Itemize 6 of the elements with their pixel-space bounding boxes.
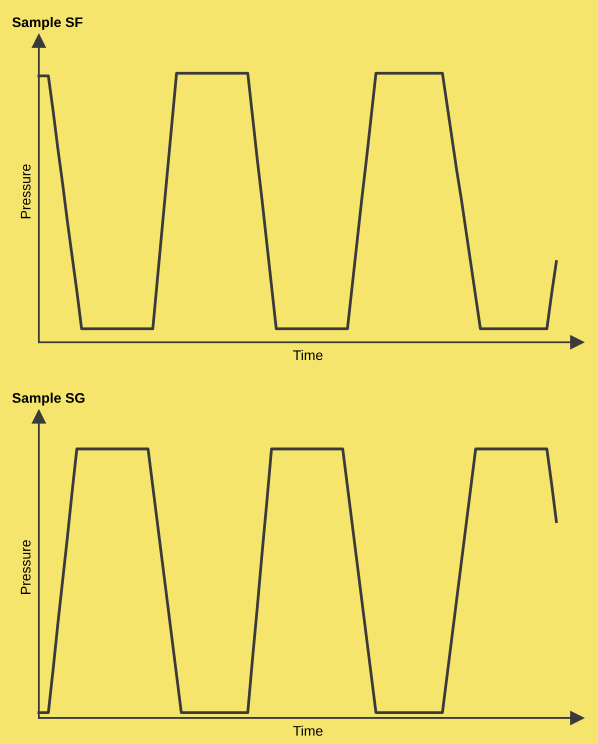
chart-title: Sample SG (12, 392, 84, 406)
y-axis-title: Pressure (20, 540, 31, 594)
y-axis-title: Pressure (20, 164, 31, 218)
x-axis-title: Time (293, 350, 323, 360)
chart-title: Sample SF (12, 16, 82, 30)
x-axis-title: Time (293, 726, 323, 736)
